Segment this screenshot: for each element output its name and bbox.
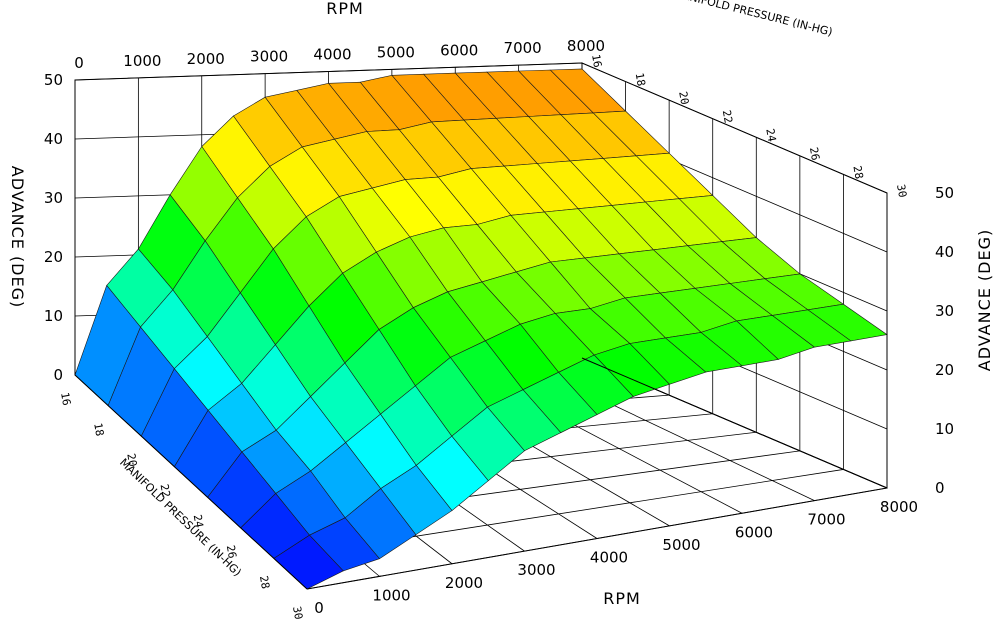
left-base-edge (74, 374, 308, 590)
rpm-tick-bottom: 3000 (517, 561, 555, 579)
front-base-edge (306, 487, 888, 590)
rpm-tick-bottom: 7000 (807, 511, 845, 529)
advance-tick-left: 30 (44, 189, 63, 207)
map-tick-top: 16 (589, 53, 604, 68)
advance-wall-gridline (74, 62, 583, 81)
map-tick-top: 30 (894, 183, 909, 198)
map-tick-left: 30 (290, 605, 305, 620)
advance-tick-right: 20 (935, 361, 954, 379)
tick-labels: 0010001000200020003000300040004000500050… (44, 37, 954, 621)
rpm-axis-title-bottom: RPM (603, 589, 641, 608)
map-tick-top: 28 (850, 165, 865, 180)
rpm-tick-top: 7000 (504, 39, 542, 57)
advance-tick-right: 10 (935, 420, 954, 438)
right-base-edge (581, 357, 888, 489)
rpm-tick-top: 6000 (440, 41, 478, 59)
advance-tick-left: 10 (44, 307, 63, 325)
rpm-tick-top: 0 (74, 54, 84, 72)
map-tick-left: 22 (157, 483, 172, 498)
advance-tick-left: 50 (44, 71, 63, 89)
map-tick-top: 22 (720, 109, 735, 124)
rpm-axis-title-top: RPM (326, 0, 364, 18)
rpm-tick-top: 1000 (123, 52, 161, 70)
rpm-tick-bottom: 0 (314, 599, 324, 617)
map-tick-left: 20 (124, 452, 139, 467)
surface (74, 68, 888, 590)
advance-tick-right: 40 (935, 243, 954, 261)
rpm-tick-top: 4000 (313, 46, 351, 64)
advance-tick-left: 20 (44, 248, 63, 266)
advance-tick-left: 0 (53, 366, 63, 384)
map-tick-top: 20 (676, 90, 691, 105)
rpm-tick-bottom: 6000 (735, 523, 773, 541)
rpm-tick-bottom: 2000 (445, 574, 483, 592)
advance-tick-right: 30 (935, 302, 954, 320)
rpm-tick-bottom: 1000 (372, 586, 410, 604)
map-tick-left: 28 (257, 575, 272, 590)
rpm-tick-bottom: 4000 (590, 549, 628, 567)
map-tick-top: 24 (763, 128, 778, 144)
map-tick-left: 26 (224, 544, 239, 559)
rpm-tick-top: 8000 (567, 37, 605, 55)
rpm-tick-top: 3000 (250, 48, 288, 66)
map-wall-advance-gridline (581, 62, 888, 194)
map-tick-left: 18 (91, 422, 106, 437)
rpm-tick-bottom: 5000 (662, 536, 700, 554)
advance-tick-right: 0 (935, 479, 945, 497)
map-tick-top: 18 (633, 72, 648, 87)
rpm-tick-top: 5000 (377, 43, 415, 61)
map-tick-top: 26 (807, 146, 822, 161)
advance-tick-left: 40 (44, 130, 63, 148)
rpm-tick-top: 2000 (187, 50, 225, 68)
map-axis-title-top: MANIFOLD PRESSURE (IN-HG) (672, 0, 834, 39)
rpm-tick-bottom: 8000 (880, 498, 918, 516)
map-tick-left: 16 (58, 391, 73, 406)
map-tick-left: 24 (191, 514, 206, 530)
advance-axis-title-left: ADVANCE (DEG) (8, 166, 27, 309)
advance-tick-right: 50 (935, 184, 954, 202)
advance-axis-title-right: ADVANCE (DEG) (975, 229, 994, 372)
front-frame (74, 80, 888, 590)
